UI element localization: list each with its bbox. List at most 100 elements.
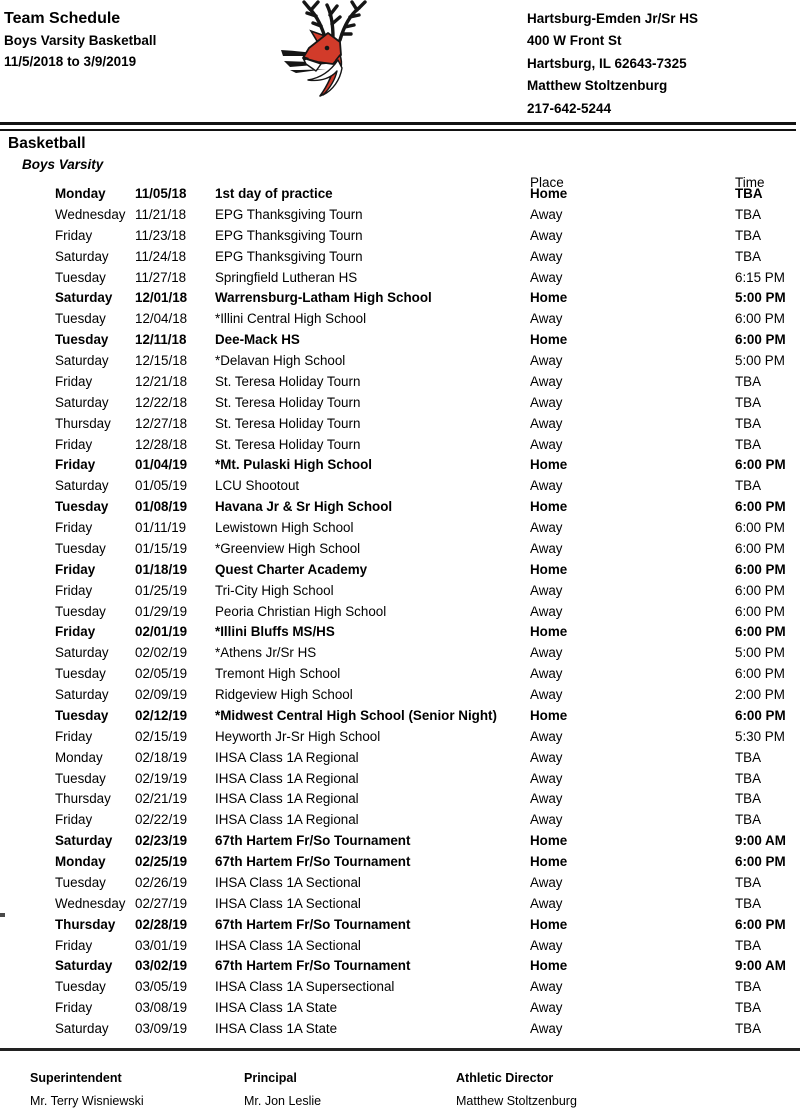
- cell-place: Away: [530, 540, 563, 556]
- schedule-row: Tuesday 11/27/18 Springfield Lutheran HS…: [0, 268, 800, 289]
- schedule-row: Monday 02/25/19 67th Hartem Fr/So Tourna…: [0, 852, 800, 873]
- footer-name-athletic-director: Matthew Stoltzenburg: [456, 1094, 577, 1108]
- cell-place: Away: [530, 749, 563, 765]
- cell-opponent: EPG Thanksgiving Tourn: [215, 206, 363, 222]
- cell-place: Home: [530, 499, 568, 515]
- cell-time: 2:00 PM: [735, 687, 785, 702]
- cell-opponent: St. Teresa Holiday Tourn: [215, 394, 361, 410]
- cell-place: Away: [530, 353, 563, 368]
- footer-title-principal: Principal: [244, 1071, 297, 1085]
- cell-place: Home: [530, 332, 568, 348]
- cell-day: Friday: [55, 812, 93, 828]
- cell-place: Away: [530, 478, 563, 494]
- schedule-row: Saturday 02/09/19 Ridgeview High School …: [0, 685, 800, 706]
- cell-date: 01/18/19: [135, 561, 188, 577]
- cell-time: TBA: [735, 770, 762, 786]
- cell-time: TBA: [735, 415, 762, 431]
- cell-date: 02/02/19: [135, 645, 188, 661]
- cell-day: Saturday: [55, 687, 109, 702]
- cell-time: TBA: [735, 227, 762, 243]
- schedule-row: Friday 02/15/19 Heyworth Jr-Sr High Scho…: [0, 727, 800, 748]
- cell-place: Away: [530, 436, 563, 452]
- cell-day: Monday: [55, 854, 106, 869]
- cell-opponent: IHSA Class 1A Sectional: [215, 937, 361, 953]
- cell-day: Friday: [55, 561, 96, 577]
- cell-opponent: Quest Charter Academy: [215, 561, 368, 577]
- cell-time: 6:00 PM: [735, 707, 786, 723]
- cell-day: Saturday: [55, 958, 113, 974]
- cell-opponent: IHSA Class 1A Regional: [215, 812, 359, 828]
- cell-day: Friday: [55, 582, 93, 598]
- cell-place: Away: [530, 582, 563, 598]
- schedule-row: Monday 11/05/18 1st day of practice Home…: [0, 184, 800, 205]
- cell-day: Tuesday: [55, 666, 106, 682]
- cell-time: TBA: [735, 206, 762, 222]
- school-address-street: 400 W Front St: [527, 33, 622, 49]
- cell-day: Friday: [55, 1000, 93, 1016]
- cell-day: Saturday: [55, 353, 109, 368]
- cell-place: Away: [530, 1021, 563, 1036]
- cell-time: TBA: [735, 394, 762, 410]
- cell-place: Away: [530, 415, 563, 431]
- cell-time: 6:00 PM: [735, 520, 785, 535]
- footer-title-superintendent: Superintendent: [30, 1071, 122, 1085]
- cell-date: 02/09/19: [135, 687, 188, 702]
- schedule-row: Tuesday 02/26/19 IHSA Class 1A Sectional…: [0, 873, 800, 894]
- cell-date: 12/28/18: [135, 436, 188, 452]
- cell-place: Away: [530, 770, 563, 786]
- cell-opponent: IHSA Class 1A Sectional: [215, 895, 361, 911]
- cell-opponent: Lewistown High School: [215, 520, 354, 535]
- cell-place: Away: [530, 269, 563, 285]
- cell-opponent: LCU Shootout: [215, 478, 300, 494]
- cell-day: Saturday: [55, 645, 109, 661]
- cell-opponent: IHSA Class 1A Regional: [215, 791, 359, 807]
- footer-title-athletic-director: Athletic Director: [456, 1071, 554, 1085]
- schedule-row: Tuesday 02/05/19 Tremont High School Awa…: [0, 664, 800, 685]
- cell-day: Tuesday: [55, 770, 106, 786]
- cell-opponent: IHSA Class 1A Regional: [215, 749, 359, 765]
- cell-place: Home: [530, 457, 568, 473]
- cell-opponent: St. Teresa Holiday Tourn: [215, 436, 361, 452]
- cell-time: TBA: [735, 791, 762, 807]
- team-level-heading: Boys Varsity: [22, 157, 104, 172]
- schedule-row: Friday 01/11/19 Lewistown High School Aw…: [0, 518, 800, 539]
- cell-day: Tuesday: [55, 979, 106, 995]
- schedule-row: Friday 01/25/19 Tri-City High School Awa…: [0, 581, 800, 602]
- report-header-left: Team Schedule Boys Varsity Basketball 11…: [4, 8, 156, 72]
- cell-date: 12/15/18: [135, 353, 188, 368]
- cell-day: Tuesday: [55, 603, 106, 619]
- cell-date: 12/27/18: [135, 415, 188, 431]
- cell-time: 6:00 PM: [735, 666, 785, 682]
- cell-day: Monday: [55, 186, 106, 201]
- schedule-row: Wednesday 02/27/19 IHSA Class 1A Section…: [0, 894, 800, 915]
- cell-place: Away: [530, 311, 563, 327]
- cell-day: Friday: [55, 728, 93, 744]
- cell-time: 5:00 PM: [735, 645, 785, 661]
- cell-date: 02/23/19: [135, 833, 188, 849]
- cell-opponent: Dee-Mack HS: [215, 332, 300, 348]
- cell-date: 02/18/19: [135, 749, 188, 765]
- schedule-row: Tuesday 02/19/19 IHSA Class 1A Regional …: [0, 769, 800, 790]
- cell-opponent: *Mt. Pulaski High School: [215, 457, 372, 473]
- cell-day: Thursday: [55, 791, 111, 807]
- cell-date: 02/21/19: [135, 791, 188, 807]
- schedule-row: Tuesday 02/12/19 *Midwest Central High S…: [0, 706, 800, 727]
- cell-day: Tuesday: [55, 499, 109, 515]
- school-contact-name: Matthew Stoltzenburg: [527, 78, 668, 94]
- schedule-row: Tuesday 12/11/18 Dee-Mack HS Home 6:00 P…: [0, 330, 800, 351]
- cell-time: 6:15 PM: [735, 269, 785, 285]
- cell-day: Tuesday: [55, 269, 106, 285]
- cell-place: Home: [530, 561, 568, 577]
- cell-opponent: Warrensburg-Latham High School: [215, 290, 432, 306]
- cell-date: 11/23/18: [135, 227, 187, 243]
- cell-opponent: 67th Hartem Fr/So Tournament: [215, 854, 411, 869]
- cell-place: Away: [530, 874, 563, 890]
- cell-opponent: *Athens Jr/Sr HS: [215, 645, 317, 661]
- cell-time: TBA: [735, 979, 762, 995]
- sport-heading: Basketball: [8, 135, 86, 152]
- schedule-row: Monday 02/18/19 IHSA Class 1A Regional A…: [0, 748, 800, 769]
- footer-name-principal: Mr. Jon Leslie: [244, 1094, 322, 1108]
- cell-place: Home: [530, 290, 568, 306]
- cell-opponent: IHSA Class 1A State: [215, 1000, 338, 1016]
- cell-time: 6:00 PM: [735, 603, 785, 619]
